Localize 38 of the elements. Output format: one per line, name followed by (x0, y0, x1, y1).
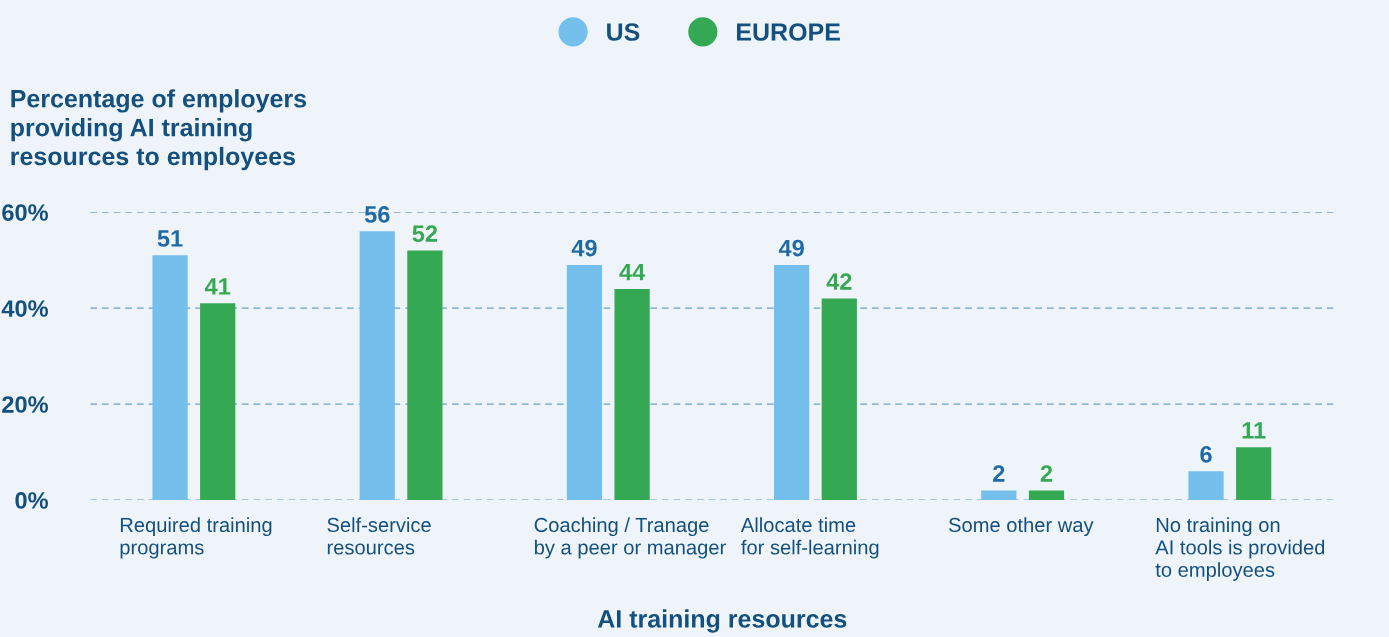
x-axis-title: AI training resources (597, 609, 847, 633)
bar (1188, 471, 1224, 501)
bar (821, 298, 857, 501)
data-label: 44 (619, 263, 646, 281)
bar (566, 264, 603, 501)
y-tick-label: 0% (15, 492, 48, 509)
x-tick-label: Allocate time for self-learning (740, 517, 879, 559)
x-tick-label: Required training programs (120, 517, 272, 559)
data-label: 6 (1200, 446, 1212, 463)
bar (152, 255, 188, 501)
x-tick-label: Coaching / Tranage by a peer or manager (534, 517, 726, 559)
bar (774, 264, 810, 501)
data-label: 42 (826, 273, 852, 290)
y-axis-title: Percentage of employers providing AI training resources to employees (11, 89, 307, 171)
data-label: 2 (1040, 465, 1053, 482)
bar (1236, 447, 1272, 501)
data-label: 49 (571, 239, 597, 257)
bar (1028, 490, 1065, 501)
legend-label: US (607, 23, 640, 41)
y-tick-label: 40% (1, 300, 48, 317)
data-label: 2 (993, 465, 1005, 482)
y-tick-label: 20% (2, 396, 48, 413)
x-tick-label: Self-service resources (327, 517, 431, 555)
bar (614, 288, 650, 501)
data-label: 51 (157, 230, 183, 247)
x-tick-label: No training on AI tools is provided to employees (1155, 517, 1325, 581)
data-label: 52 (412, 225, 438, 242)
data-label: 41 (204, 278, 231, 295)
data-label: 56 (364, 206, 390, 223)
bar (407, 250, 443, 501)
bar (981, 490, 1017, 501)
x-tick-label: Some other way (948, 517, 1094, 537)
y-tick-label: 60% (2, 204, 48, 221)
bar (200, 303, 236, 501)
bar (359, 231, 395, 501)
legend-label: EUROPE (737, 23, 840, 41)
data-label: 11 (1242, 422, 1266, 439)
data-label: 49 (778, 239, 804, 257)
